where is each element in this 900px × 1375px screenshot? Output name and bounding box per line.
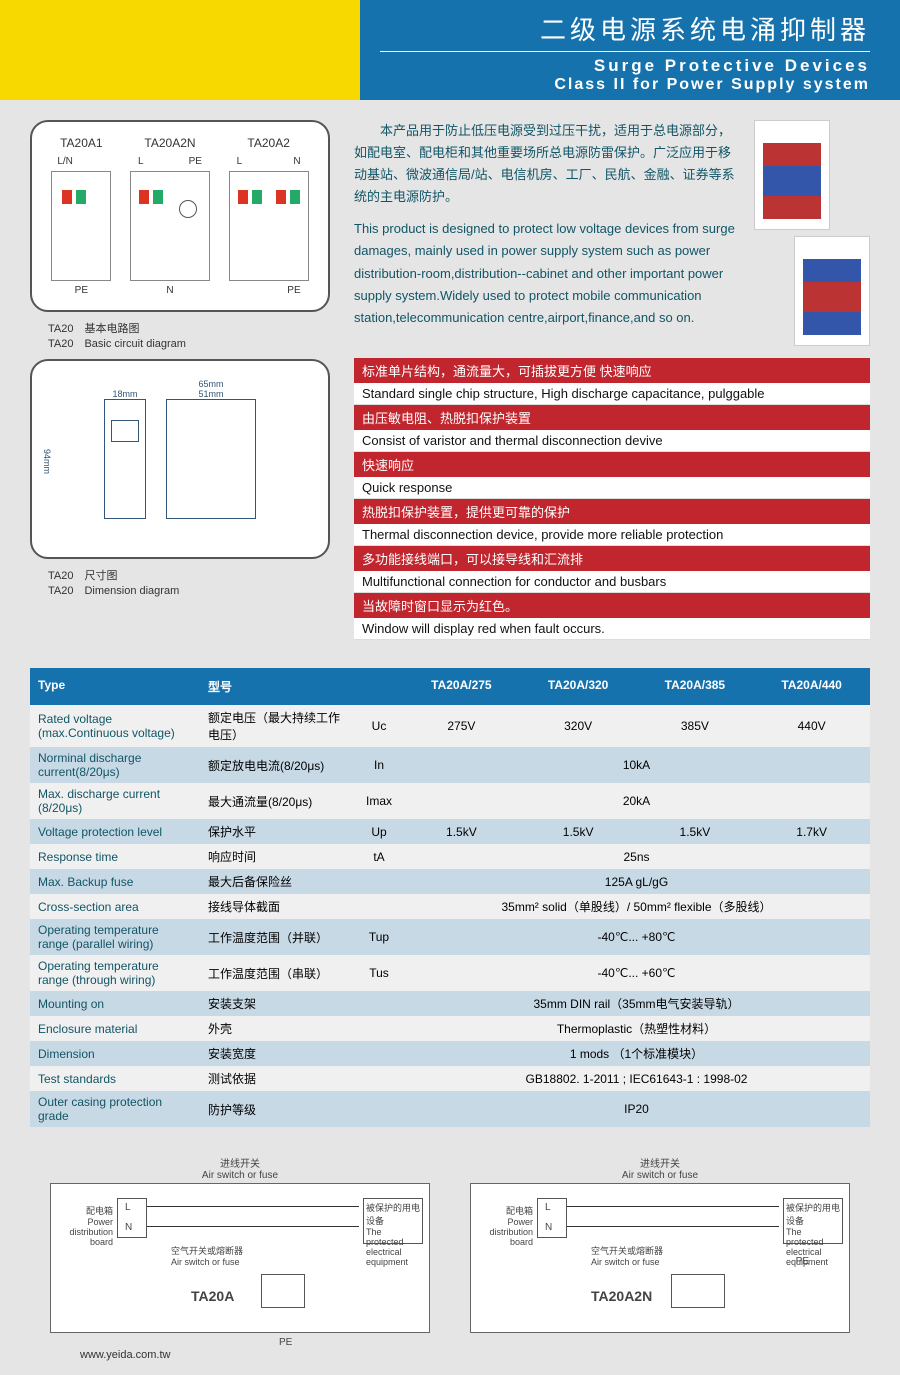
feature-en: Consist of varistor and thermal disconne… <box>354 430 870 452</box>
table-row: Mounting on安装支架35mm DIN rail（35mm电气安装导轨） <box>30 991 870 1016</box>
feature-cn: 由压敏电阻、热脱扣保护装置 <box>354 405 870 430</box>
spec-table: Type 型号 TA20A/275 TA20A/320 TA20A/385 TA… <box>30 668 870 1127</box>
circuit-box: TA20A1 L/N PE TA20A2N LPE N TA20A2 LN PE <box>30 120 330 312</box>
feature-cn: 多功能接线端口，可以接导线和汇流排 <box>354 546 870 571</box>
feature-cn: 快速响应 <box>354 452 870 477</box>
circuit-cap-cn: TA20 基本电路图 <box>48 322 330 337</box>
circ3-label: TA20A2 <box>229 136 309 150</box>
dimension-box: 18mm 65mm 51mm 94mm <box>30 359 330 559</box>
website-url: www.yeida.com.tw <box>0 1343 900 1375</box>
table-row: Cross-section area接线导体截面35mm² solid（单股线）… <box>30 894 870 919</box>
table-row: Voltage protection level保护水平Up1.5kV1.5kV… <box>30 819 870 844</box>
feature-cn: 热脱扣保护装置，提供更可靠的保护 <box>354 499 870 524</box>
table-row: Outer casing protection grade防护等级IP20 <box>30 1091 870 1127</box>
header: 二级电源系统电涌抑制器 Surge Protective Devices Cla… <box>0 0 900 100</box>
feature-en: Multifunctional connection for conductor… <box>354 571 870 593</box>
table-row: Operating temperature range (parallel wi… <box>30 919 870 955</box>
table-row: Enclosure material外壳Thermoplastic（热塑性材料） <box>30 1016 870 1041</box>
product-images <box>754 120 870 346</box>
desc-cn: 本产品用于防止低压电源受到过压干扰，适用于总电源部分，如配电室、配电柜和其他重要… <box>354 120 738 208</box>
feature-en: Thermal disconnection device, provide mo… <box>354 524 870 546</box>
circ2-label: TA20A2N <box>130 136 210 150</box>
feature-cn: 标准单片结构，通流量大，可插拔更方便 快速响应 <box>354 358 870 383</box>
table-row: Dimension安装宽度1 mods （1个标准模块） <box>30 1041 870 1066</box>
title-cn: 二级电源系统电涌抑制器 <box>380 10 870 47</box>
feature-cn: 当故障时窗口显示为红色。 <box>354 593 870 618</box>
circ1-label: TA20A1 <box>51 136 111 150</box>
features-list: 标准单片结构，通流量大，可插拔更方便 快速响应Standard single c… <box>354 358 870 640</box>
circuit-cap-en: TA20 Basic circuit diagram <box>48 337 330 352</box>
dim-cap-en: TA20 Dimension diagram <box>48 584 330 599</box>
feature-en: Window will display red when fault occur… <box>354 618 870 640</box>
desc-en: This product is designed to protect low … <box>354 218 738 328</box>
wiring-diagram-1: 进线开关Air switch or fuse 配电箱Power distribu… <box>50 1155 430 1333</box>
title-en2: Class II for Power Supply system <box>380 76 870 94</box>
feature-en: Standard single chip structure, High dis… <box>354 383 870 405</box>
title-block: 二级电源系统电涌抑制器 Surge Protective Devices Cla… <box>360 0 900 100</box>
feature-en: Quick response <box>354 477 870 499</box>
table-row: Response time响应时间tA25ns <box>30 844 870 869</box>
table-row: Rated voltage (max.Continuous voltage)额定… <box>30 705 870 747</box>
table-row: Test standards测试依据GB18802. 1-2011 ; IEC6… <box>30 1066 870 1091</box>
table-row: Norminal discharge current(8/20μs)额定放电电流… <box>30 747 870 783</box>
title-en1: Surge Protective Devices <box>380 56 870 76</box>
wiring-diagram-2: 进线开关Air switch or fuse 配电箱Power distribu… <box>470 1155 850 1333</box>
yellow-block <box>0 0 360 100</box>
table-row: Operating temperature range (through wir… <box>30 955 870 991</box>
table-row: Max. discharge current (8/20μs)最大通流量(8/2… <box>30 783 870 819</box>
table-row: Max. Backup fuse最大后备保险丝125A gL/gG <box>30 869 870 894</box>
dim-cap-cn: TA20 尺寸图 <box>48 569 330 584</box>
